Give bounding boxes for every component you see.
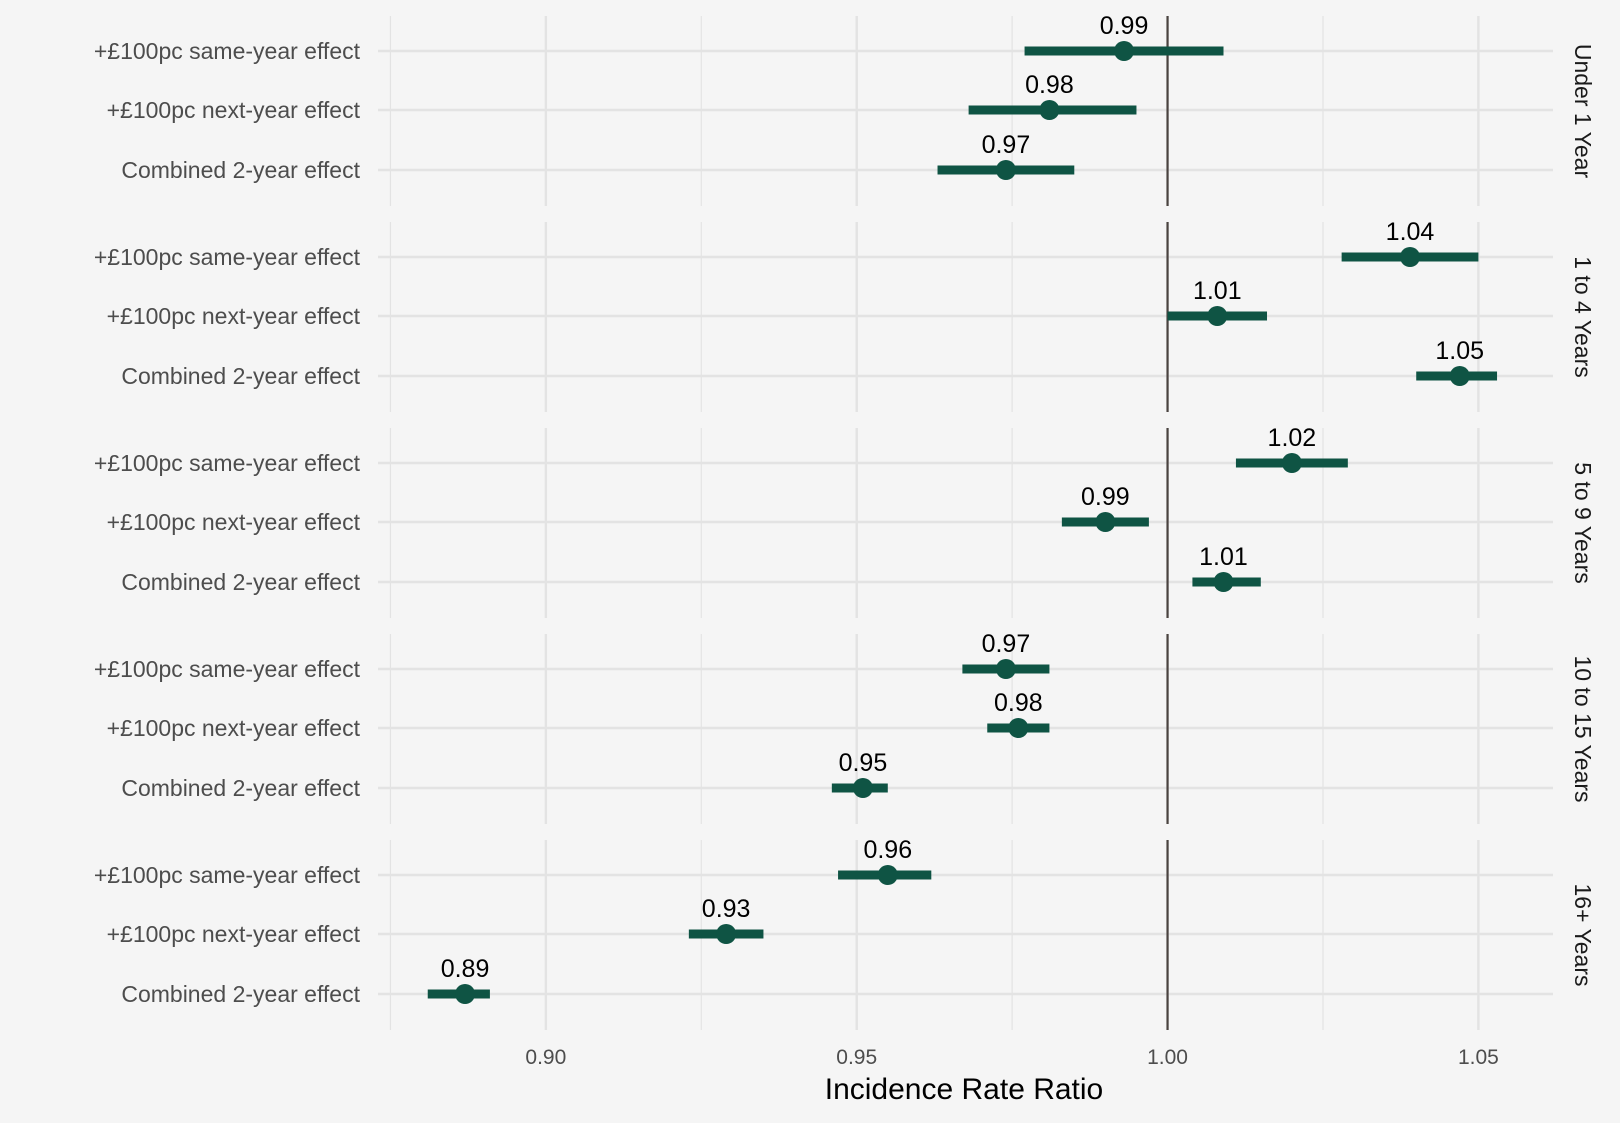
panel-strip-label: 1 to 4 Years bbox=[1570, 256, 1596, 378]
row-label: +£100pc next-year effect bbox=[107, 509, 361, 535]
row-label: +£100pc same-year effect bbox=[94, 862, 361, 888]
panel-strip-label: 16+ Years bbox=[1570, 884, 1596, 987]
row-label: +£100pc same-year effect bbox=[94, 38, 361, 64]
estimate-point bbox=[995, 160, 1016, 180]
data-label: 1.01 bbox=[1199, 543, 1248, 571]
estimate-point bbox=[852, 778, 873, 798]
row-label: +£100pc next-year effect bbox=[107, 303, 361, 329]
estimate-point bbox=[877, 865, 898, 885]
marks-layer bbox=[427, 41, 1498, 1004]
data-label: 0.97 bbox=[982, 131, 1031, 159]
estimate-point bbox=[1039, 100, 1060, 120]
row-label: +£100pc next-year effect bbox=[107, 921, 361, 947]
data-label: 0.95 bbox=[839, 749, 888, 777]
data-label: 1.04 bbox=[1386, 218, 1435, 246]
estimate-point bbox=[1095, 512, 1116, 532]
row-label: Combined 2-year effect bbox=[121, 775, 360, 801]
estimate-point bbox=[1281, 453, 1302, 473]
row-label: Combined 2-year effect bbox=[121, 363, 360, 389]
data-label: 1.01 bbox=[1193, 277, 1242, 305]
x-tick-label: 1.05 bbox=[1458, 1046, 1499, 1069]
row-label: Combined 2-year effect bbox=[121, 981, 360, 1007]
estimate-point bbox=[455, 984, 476, 1004]
panel-strip-label: 10 to 15 Years bbox=[1570, 655, 1596, 802]
estimate-point bbox=[716, 924, 737, 944]
data-label: 1.02 bbox=[1268, 424, 1317, 452]
x-tick-label: 0.95 bbox=[836, 1046, 877, 1069]
data-label: 0.99 bbox=[1100, 12, 1149, 40]
data-label: 0.97 bbox=[982, 630, 1031, 658]
panel-strip-label: Under 1 Year bbox=[1570, 44, 1596, 179]
estimate-point bbox=[1207, 306, 1228, 326]
x-axis-title: Incidence Rate Ratio bbox=[825, 1073, 1104, 1106]
data-label: 0.93 bbox=[702, 895, 751, 923]
data-label: 1.05 bbox=[1435, 337, 1484, 365]
estimate-point bbox=[1114, 41, 1135, 61]
text-layer: Under 1 Year +£100pc same-year effect 0.99… bbox=[94, 12, 1596, 1069]
row-label: +£100pc same-year effect bbox=[94, 450, 361, 476]
data-label: 0.89 bbox=[441, 955, 490, 983]
row-label: +£100pc same-year effect bbox=[94, 244, 361, 270]
data-label: 0.96 bbox=[863, 836, 912, 864]
estimate-point bbox=[1400, 247, 1421, 267]
row-label: +£100pc same-year effect bbox=[94, 656, 361, 682]
data-label: 0.98 bbox=[994, 689, 1043, 717]
estimate-point bbox=[1449, 366, 1470, 386]
estimate-point bbox=[995, 659, 1016, 679]
row-label: Combined 2-year effect bbox=[121, 157, 360, 183]
data-label: 0.98 bbox=[1025, 71, 1074, 99]
row-label: +£100pc next-year effect bbox=[107, 715, 361, 741]
data-label: 0.99 bbox=[1081, 483, 1130, 511]
x-tick-label: 1.00 bbox=[1147, 1046, 1188, 1069]
panel-strip-label: 5 to 9 Years bbox=[1570, 462, 1596, 584]
row-label: Combined 2-year effect bbox=[121, 569, 360, 595]
row-label: +£100pc next-year effect bbox=[107, 97, 361, 123]
estimate-point bbox=[1213, 572, 1234, 592]
x-tick-label: 0.90 bbox=[525, 1046, 566, 1069]
estimate-point bbox=[1008, 718, 1029, 738]
